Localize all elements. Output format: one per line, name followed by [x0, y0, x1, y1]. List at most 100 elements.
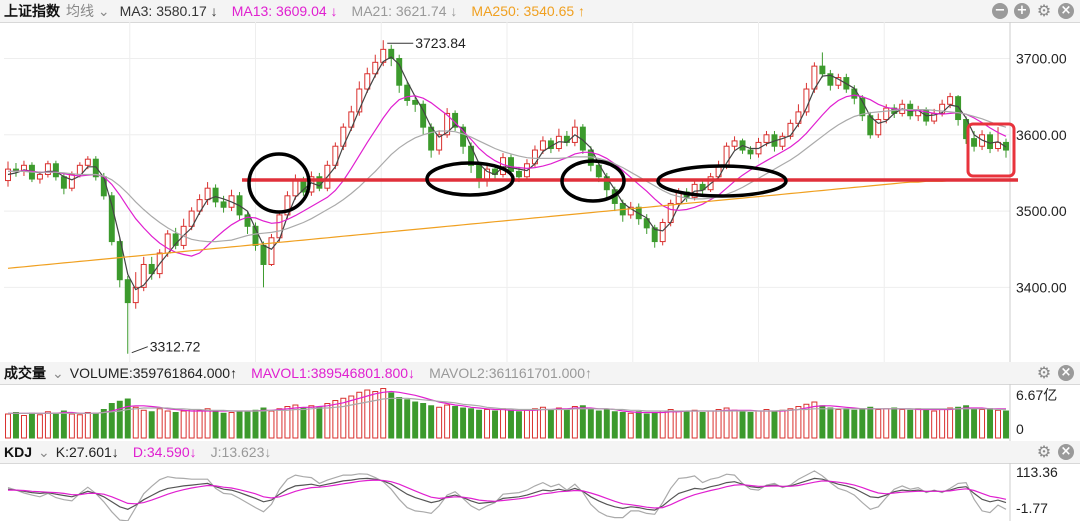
- volume-bar: [436, 406, 443, 439]
- volume-readout: VOLUME:359761864.000↑: [69, 365, 238, 381]
- close-icon[interactable]: ×: [1058, 444, 1074, 460]
- ma250-readout: MA250: 3540.65 ↑: [471, 3, 586, 19]
- volume-bar: [156, 408, 163, 439]
- candle: [803, 88, 810, 113]
- y-tick-label: 3500.00: [1016, 203, 1067, 219]
- candle: [404, 84, 411, 101]
- chevron-down-icon[interactable]: ⌄: [52, 364, 64, 381]
- gear-icon[interactable]: ⚙: [1036, 442, 1052, 461]
- volume-bar: [947, 407, 954, 439]
- annotation-ellipse: [656, 164, 788, 198]
- close-icon[interactable]: ×: [1058, 3, 1074, 19]
- volume-bar: [1003, 410, 1009, 439]
- candle: [412, 99, 419, 105]
- volume-bar: [412, 401, 419, 439]
- volume-bar: [460, 407, 467, 439]
- volume-bar: [787, 408, 794, 439]
- gear-icon[interactable]: ⚙: [1036, 1, 1052, 20]
- volume-bar: [691, 409, 698, 439]
- ma13-line: [8, 94, 1007, 257]
- volume-bar: [316, 406, 323, 439]
- volume-bar: [723, 407, 730, 439]
- volume-bar: [60, 410, 67, 439]
- candle: [500, 157, 506, 175]
- volume-bar: [484, 409, 491, 439]
- candle: [971, 138, 978, 147]
- y-tick-label: -1.77: [1016, 500, 1048, 516]
- low-arrow: [131, 346, 148, 354]
- candle: [5, 168, 11, 182]
- volume-bar: [260, 407, 267, 439]
- volume-bar: [571, 406, 578, 439]
- volume-bar: [508, 409, 514, 439]
- volume-bar: [547, 409, 554, 439]
- candle: [132, 286, 139, 304]
- volume-bar: [92, 412, 99, 439]
- kdj-chart[interactable]: 113.36 -1.77: [0, 463, 1080, 521]
- candle: [244, 214, 251, 227]
- zoom-out-icon[interactable]: −: [992, 3, 1008, 19]
- volume-chart[interactable]: 6.67亿 0: [0, 384, 1080, 441]
- ma-type-label: 均线: [66, 3, 94, 19]
- candle: [204, 187, 211, 201]
- volume-bar: [811, 401, 818, 439]
- volume-bar: [300, 407, 307, 439]
- candle: [388, 48, 395, 60]
- ma-type-dropdown[interactable]: 均线 ⌄: [66, 1, 110, 21]
- candle: [164, 233, 171, 254]
- price-chart[interactable]: 3700.00 3600.00 3500.00 3400.00 3723.84 3312.…: [0, 22, 1080, 362]
- gear-icon[interactable]: ⚙: [1036, 363, 1052, 382]
- y-tick-label: 3400.00: [1016, 279, 1067, 295]
- candle: [955, 96, 962, 121]
- candle: [124, 279, 131, 304]
- volume-bar: [747, 412, 754, 439]
- volume-bar: [907, 409, 914, 439]
- kdj-indicator-bar: KDJ ⌄ K:27.601↓ D:34.590↓ J:13.623↓ ⚙ ×: [0, 441, 1080, 464]
- candle: [875, 119, 882, 136]
- volume-bar: [851, 409, 858, 439]
- d-line: [8, 479, 1007, 509]
- volume-bar: [939, 409, 946, 439]
- ma21-line: [8, 108, 1007, 243]
- d-readout: D:34.590↓: [132, 444, 197, 460]
- mavol2-line: [8, 397, 1006, 414]
- volume-bar: [420, 403, 427, 439]
- volume-bar: [5, 413, 11, 439]
- volume-bar: [819, 405, 826, 439]
- chevron-down-icon[interactable]: ⌄: [38, 443, 50, 460]
- ma3-readout: MA3: 3580.17 ↓: [119, 3, 218, 19]
- volume-bar: [979, 409, 986, 439]
- volume-bar: [715, 409, 722, 439]
- candle: [60, 176, 67, 189]
- zoom-in-icon[interactable]: +: [1014, 3, 1030, 19]
- volume-bar: [683, 411, 690, 439]
- candle: [356, 88, 363, 113]
- volume-bar: [659, 410, 666, 439]
- volume-bar: [699, 412, 706, 439]
- candle: [260, 244, 267, 265]
- candle: [939, 103, 946, 114]
- candle: [987, 134, 994, 150]
- candle: [44, 163, 51, 175]
- volume-bar: [36, 414, 43, 439]
- volume-bar: [396, 397, 403, 439]
- volume-bar: [196, 409, 203, 439]
- candle: [196, 199, 203, 212]
- volume-bar: [899, 409, 906, 439]
- volume-bar: [931, 410, 938, 439]
- candle: [1003, 141, 1009, 151]
- volume-bar: [468, 408, 475, 439]
- y-tick-label: 0: [1016, 421, 1024, 437]
- candle: [787, 122, 794, 137]
- candle: [140, 263, 147, 288]
- volume-bar: [891, 407, 898, 439]
- candle: [292, 180, 299, 197]
- candle: [595, 164, 602, 178]
- candle: [68, 173, 75, 189]
- close-icon[interactable]: ×: [1058, 365, 1074, 381]
- volume-bar: [204, 408, 211, 439]
- kdj-title: KDJ: [4, 444, 33, 460]
- volume-bar: [492, 410, 498, 439]
- ma3-line: [7, 56, 1007, 291]
- highlight-box: [966, 122, 1016, 178]
